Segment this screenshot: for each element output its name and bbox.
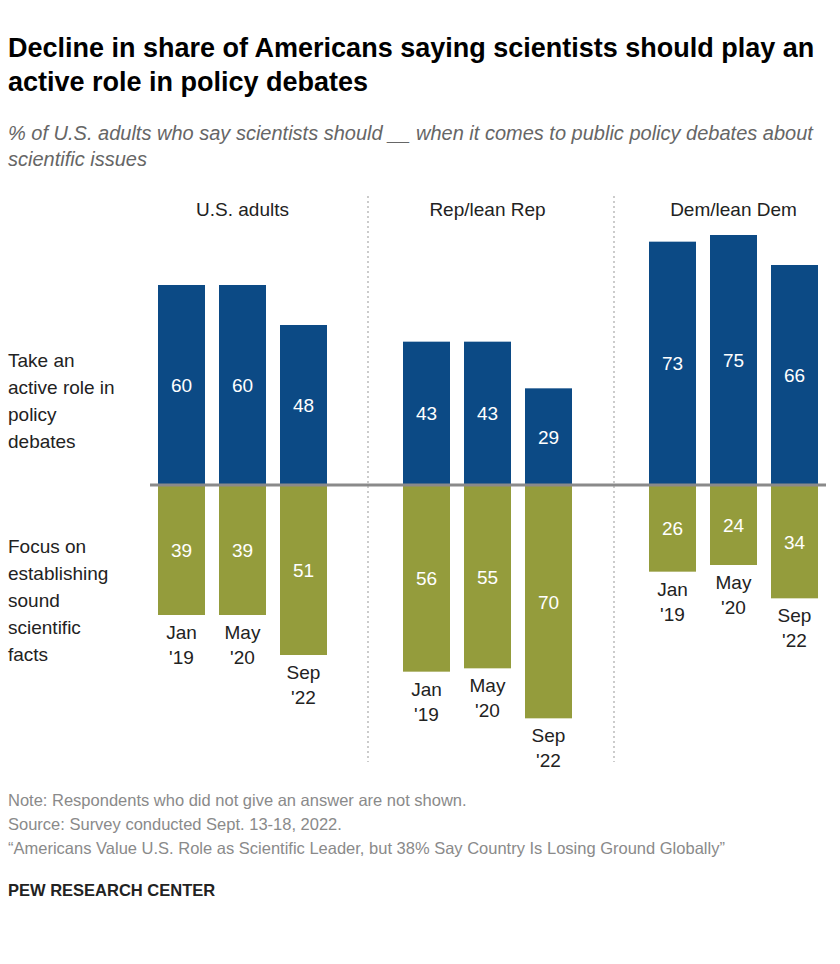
- data-label: 39: [171, 540, 192, 561]
- data-label: 24: [723, 515, 745, 536]
- data-label: 60: [232, 375, 253, 396]
- bar: [219, 485, 266, 615]
- category-label-line: May: [225, 622, 261, 643]
- category-label-line: '20: [230, 647, 255, 668]
- category-label-line: '20: [721, 597, 746, 618]
- bar: [464, 485, 511, 668]
- category-label-line: Sep: [287, 662, 321, 683]
- bar: [771, 485, 818, 598]
- row-label-line: facts: [8, 644, 48, 665]
- row-label-line: establishing: [8, 563, 108, 584]
- bar: [771, 265, 818, 485]
- category-label: Sep '22: [287, 662, 321, 708]
- category-label-line: Sep: [532, 725, 566, 746]
- subtitle-line: % of U.S. adults who say scientists shou…: [8, 122, 814, 144]
- title: Decline in share of Americans saying sci…: [8, 33, 814, 97]
- bar: [649, 485, 696, 572]
- note-line: “Americans Value U.S. Role as Scientific…: [8, 839, 725, 857]
- row-label: Take an active role in policy debates: [8, 350, 115, 452]
- panel-title: Rep/lean Rep: [429, 199, 545, 220]
- note-line: Source: Survey conducted Sept. 13-18, 20…: [8, 815, 342, 833]
- category-label-line: '20: [475, 700, 500, 721]
- category-label-line: May: [470, 675, 506, 696]
- credit: PEW RESEARCH CENTER: [8, 881, 215, 899]
- category-label-line: Jan: [657, 579, 688, 600]
- data-label: 43: [477, 403, 498, 424]
- panel-title: Dem/lean Dem: [670, 199, 797, 220]
- data-label: 26: [662, 518, 683, 539]
- category-label-line: '22: [291, 687, 316, 708]
- bars: [158, 235, 818, 718]
- category-label: May '20: [470, 675, 506, 721]
- data-label: 56: [416, 568, 437, 589]
- bar: [525, 485, 572, 718]
- row-label-line: debates: [8, 431, 76, 452]
- bar: [403, 342, 450, 485]
- category-label-line: Sep: [778, 605, 812, 626]
- category-label: Jan '19: [657, 579, 688, 625]
- note-line: Note: Respondents who did not give an an…: [8, 791, 467, 809]
- category-label: Sep '22: [532, 725, 566, 771]
- category-label-line: '22: [536, 750, 561, 771]
- category-label-line: '22: [782, 630, 807, 651]
- category-label-line: '19: [660, 604, 685, 625]
- row-label-line: Focus on: [8, 536, 86, 557]
- data-label: 29: [538, 427, 559, 448]
- category-label: May '20: [716, 572, 752, 618]
- panel-separator: [613, 196, 614, 762]
- category-label-line: Jan: [411, 679, 442, 700]
- data-label: 60: [171, 375, 192, 396]
- data-label: 75: [723, 350, 744, 371]
- category-label: Jan '19: [411, 679, 442, 725]
- row-label-line: sound: [8, 590, 60, 611]
- bar: [280, 485, 327, 655]
- baseline: [150, 484, 826, 487]
- data-label: 48: [293, 395, 314, 416]
- category-label-line: '19: [414, 704, 439, 725]
- data-label: 73: [662, 353, 683, 374]
- category-label-line: Jan: [166, 622, 197, 643]
- data-label: 39: [232, 540, 253, 561]
- bar: [158, 285, 205, 485]
- data-label: 43: [416, 403, 437, 424]
- bar: [403, 485, 450, 672]
- category-label-line: '19: [169, 647, 194, 668]
- bar: [280, 325, 327, 485]
- note: Source: Survey conducted Sept. 13-18, 20…: [8, 815, 342, 833]
- panel-title: U.S. adults: [196, 199, 289, 220]
- chart: Decline in share of Americans saying sci…: [0, 0, 840, 964]
- bar: [710, 235, 757, 485]
- data-label: 70: [538, 592, 559, 613]
- row-label-line: scientific: [8, 617, 81, 638]
- panel-separator: [367, 196, 368, 762]
- data-label: 66: [784, 365, 805, 386]
- title-line: active role in policy debates: [8, 67, 368, 97]
- row-label-line: policy: [8, 404, 57, 425]
- note: Note: Respondents who did not give an an…: [8, 791, 467, 809]
- category-label: Jan '19: [166, 622, 197, 668]
- bar: [649, 242, 696, 485]
- bar: [219, 285, 266, 485]
- bar: [158, 485, 205, 615]
- title-line: Decline in share of Americans saying sci…: [8, 33, 814, 63]
- data-label: 51: [293, 560, 314, 581]
- row-label-line: Take an: [8, 350, 75, 371]
- data-label: 34: [784, 532, 806, 553]
- row-label: Focus on establishing sound scientific facts: [8, 536, 108, 665]
- subtitle: % of U.S. adults who say scientists shou…: [8, 122, 814, 170]
- data-label: 55: [477, 567, 498, 588]
- category-label: May '20: [225, 622, 261, 668]
- bar: [464, 342, 511, 485]
- subtitle-line: scientific issues: [8, 148, 147, 170]
- category-label: Sep '22: [778, 605, 812, 651]
- bar: [710, 485, 757, 565]
- bar: [525, 388, 572, 485]
- category-label-line: May: [716, 572, 752, 593]
- note: “Americans Value U.S. Role as Scientific…: [8, 839, 725, 857]
- row-label-line: active role in: [8, 377, 115, 398]
